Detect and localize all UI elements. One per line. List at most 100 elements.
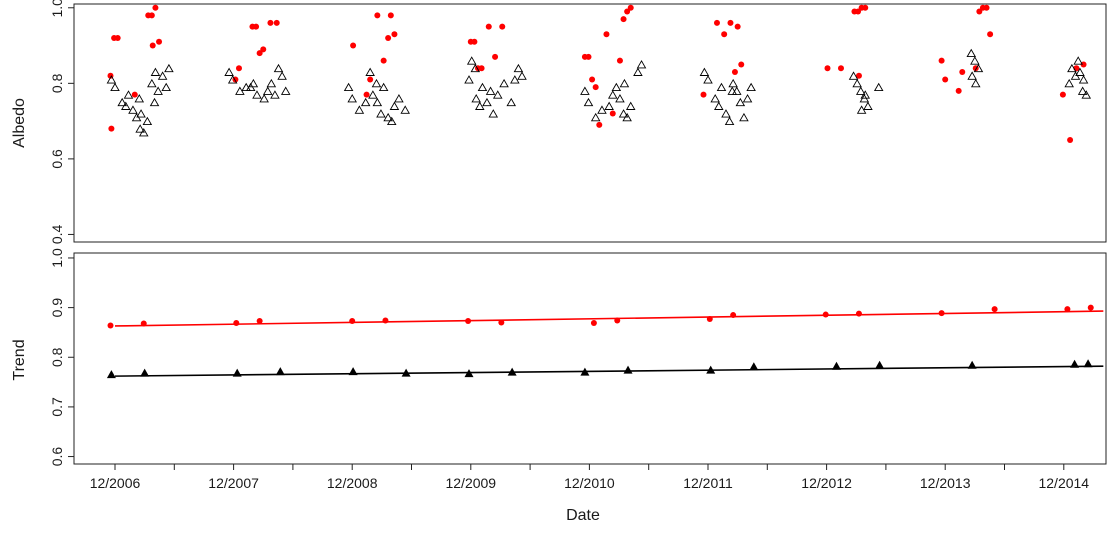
data-point (1070, 360, 1079, 368)
data-point (832, 362, 841, 370)
data-point (349, 367, 358, 375)
data-point (610, 111, 616, 117)
data-point (721, 31, 727, 37)
data-point (714, 20, 720, 26)
data-point (143, 118, 151, 125)
data-point (152, 5, 158, 11)
data-point (1067, 137, 1073, 143)
data-point (726, 118, 734, 125)
data-point (624, 366, 633, 374)
data-point (165, 65, 173, 72)
data-point (967, 50, 975, 57)
data-point (507, 99, 515, 106)
albedo-y-axis-label: Albedo (11, 98, 28, 148)
data-point (1065, 80, 1073, 87)
x-tick-label: 12/2009 (445, 475, 496, 491)
data-point (875, 361, 884, 369)
data-point (971, 57, 979, 64)
y-tick-label: 1.0 (49, 0, 65, 18)
data-point (478, 84, 486, 91)
data-point (162, 84, 170, 91)
x-tick-label: 12/2013 (920, 475, 971, 491)
x-tick-label: 12/2012 (801, 475, 852, 491)
trend-line (115, 311, 1103, 326)
data-point (225, 69, 233, 76)
data-point (471, 39, 477, 45)
y-tick-label: 0.9 (49, 298, 65, 318)
data-point (388, 12, 394, 18)
trend-y-axis: 0.60.70.80.91.0 (49, 248, 74, 466)
data-point (591, 320, 597, 326)
data-point (968, 361, 977, 369)
data-point (603, 31, 609, 37)
data-point (349, 318, 355, 324)
data-point (278, 72, 286, 79)
data-point (401, 106, 409, 113)
x-tick-label: 12/2010 (564, 475, 615, 491)
data-point (140, 369, 149, 377)
data-point (498, 320, 504, 326)
data-point (1084, 359, 1093, 367)
data-point (634, 69, 642, 76)
data-point (111, 84, 119, 91)
data-point (638, 61, 646, 68)
data-point (373, 99, 381, 106)
data-point (862, 5, 868, 11)
data-point (711, 95, 719, 102)
data-point (620, 80, 628, 87)
data-point (257, 318, 263, 324)
data-point (108, 322, 114, 328)
data-point (148, 80, 156, 87)
data-point (108, 126, 114, 132)
data-point (236, 65, 242, 71)
data-point (350, 43, 356, 49)
data-point (518, 72, 526, 79)
data-point (374, 12, 380, 18)
data-point (735, 24, 741, 30)
data-point (717, 84, 725, 91)
data-point (581, 87, 589, 94)
data-point (348, 95, 356, 102)
data-point (264, 87, 272, 94)
data-point (390, 103, 398, 110)
data-point (472, 95, 480, 102)
data-point (274, 20, 280, 26)
data-point (149, 12, 155, 18)
data-point (586, 54, 592, 60)
data-point (740, 114, 748, 121)
data-point (385, 35, 391, 41)
data-point (722, 110, 730, 117)
data-point (282, 87, 290, 94)
data-point (487, 87, 495, 94)
data-point (253, 24, 259, 30)
data-point (823, 312, 829, 318)
data-point (612, 84, 620, 91)
data-point (1080, 76, 1088, 83)
data-point (1088, 305, 1094, 311)
data-point (853, 80, 861, 87)
data-point (707, 316, 713, 322)
x-tick-label: 12/2014 (1038, 475, 1089, 491)
data-point (596, 122, 602, 128)
trend-plot-frame (74, 253, 1106, 464)
trend-panel: Trend 0.60.70.80.91.0 12/2006 12/2007 12/2… (11, 248, 1106, 524)
data-point (500, 80, 508, 87)
data-point (154, 87, 162, 94)
data-point (151, 99, 159, 106)
data-point (956, 88, 962, 94)
data-point (489, 110, 497, 117)
data-point (381, 58, 387, 64)
data-point (732, 69, 738, 75)
data-point (738, 61, 744, 67)
data-point (744, 95, 752, 102)
data-point (267, 80, 275, 87)
data-point (621, 16, 627, 22)
albedo-y-axis: 0.40.60.81.0 (49, 0, 74, 244)
data-point (875, 84, 883, 91)
data-point (592, 114, 600, 121)
y-tick-label: 0.6 (49, 149, 65, 169)
data-point (483, 99, 491, 106)
data-point (364, 92, 370, 98)
